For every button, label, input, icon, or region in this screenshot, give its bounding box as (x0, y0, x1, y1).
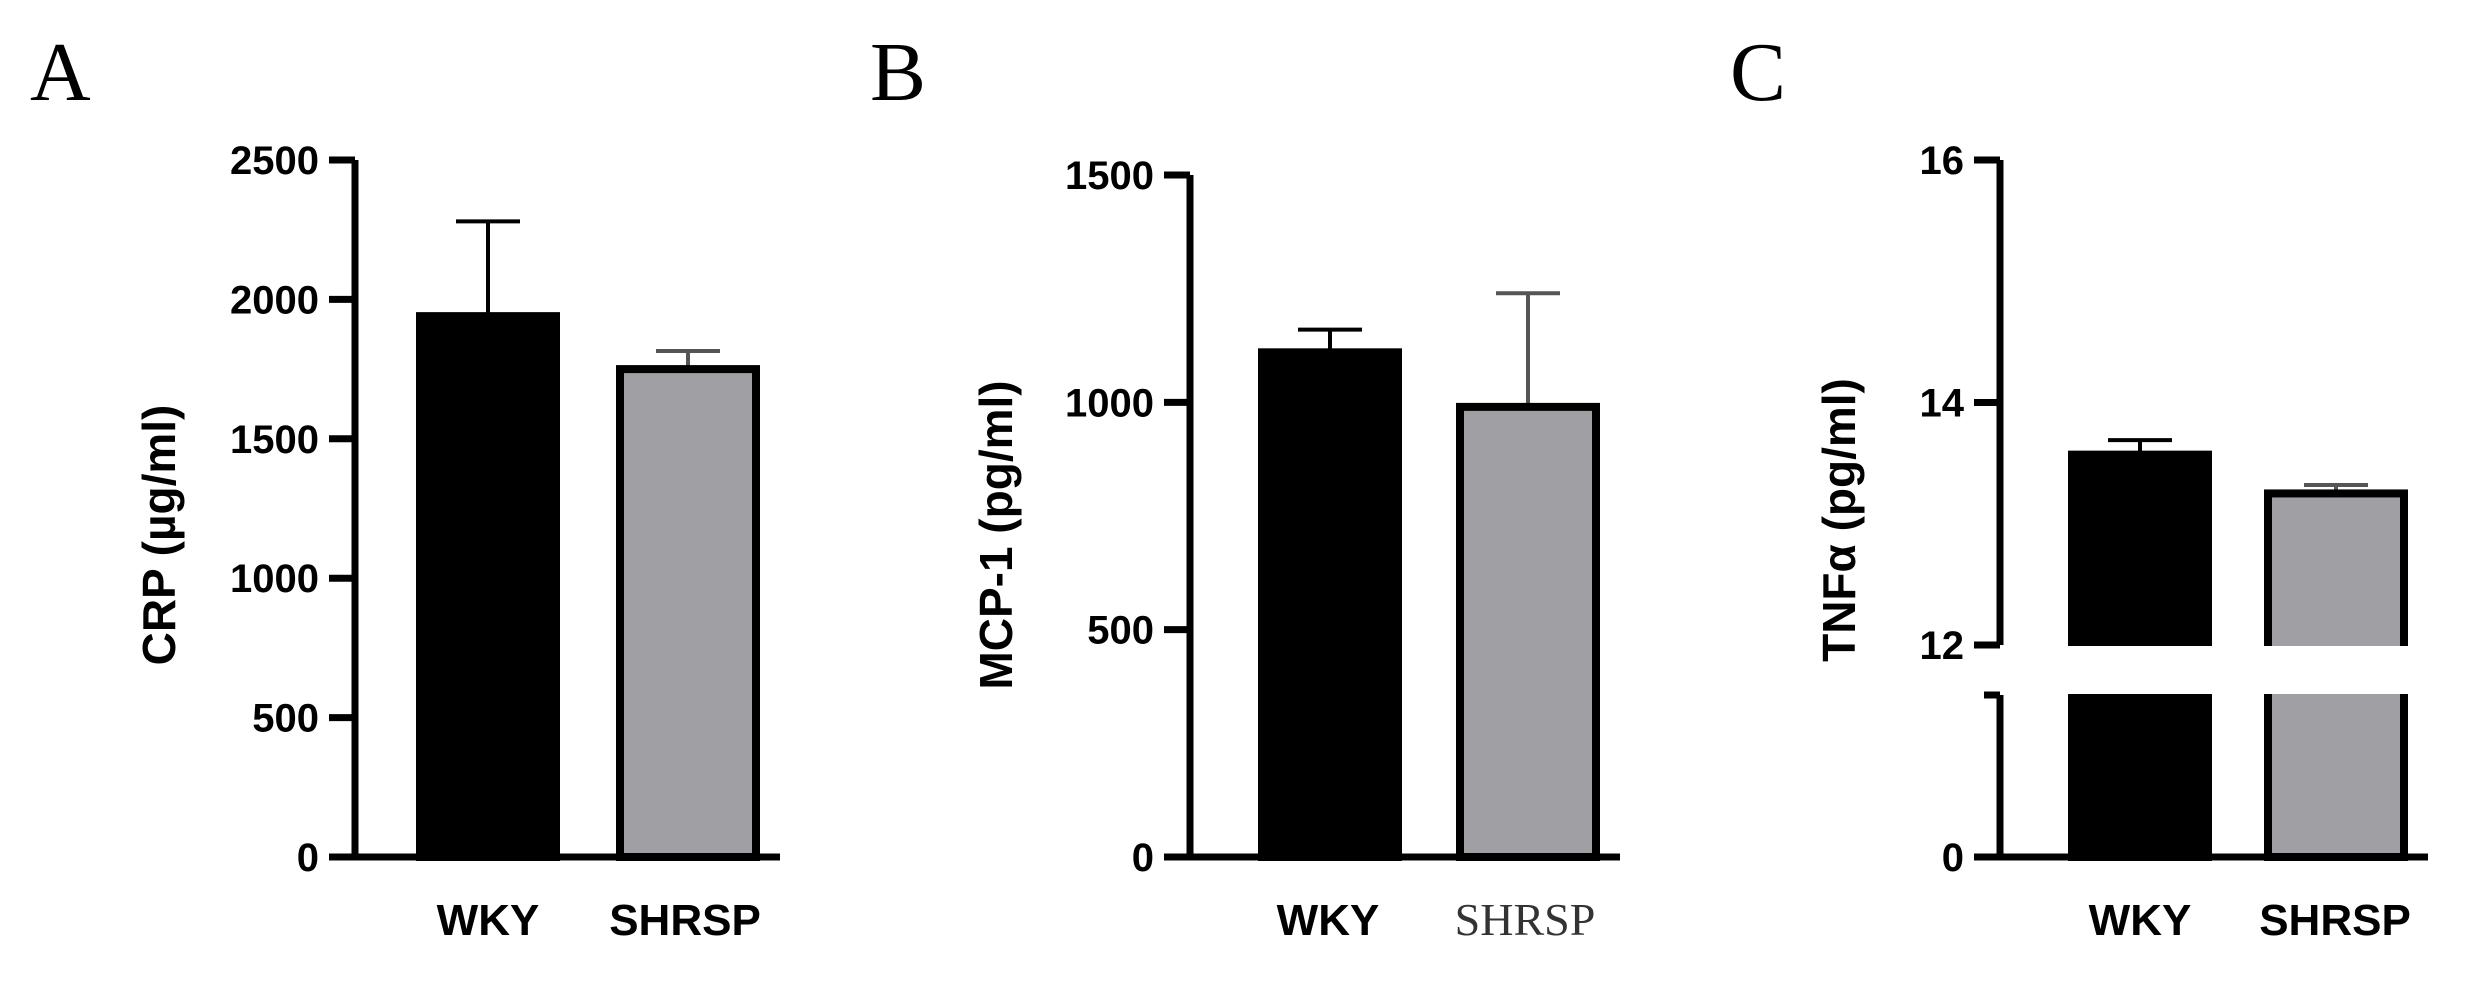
panel-c-ytick-label-3: 16 (1920, 139, 1965, 183)
panel-b-letter: B (870, 26, 926, 119)
panel-a-ytick-label-5: 2500 (230, 139, 319, 183)
panel-c-ylabel: TNFα (pg/ml) (1813, 378, 1865, 662)
panel-c: C TNFα (pg/ml) 0 12 14 16 WKY SHRSP (1730, 26, 2484, 945)
panel-a-letter: A (30, 26, 91, 119)
panel-a-xlabel-wky: WKY (437, 896, 540, 945)
panel-b-bar-0 (1258, 348, 1402, 861)
panel-b-ytick-label-3: 1500 (1065, 154, 1154, 198)
panel-b-bar-1 (1456, 402, 1600, 861)
panel-b-ytick-label-0: 0 (1132, 836, 1154, 880)
panel-c-ytick-label-2: 14 (1920, 382, 1965, 426)
panel-c-ytick-label-1: 12 (1920, 624, 1965, 668)
panel-a-ytick-label-4: 2000 (230, 278, 319, 322)
panel-a-bar-1 (616, 365, 760, 861)
panel-c-letter: C (1730, 26, 1786, 119)
panel-c-axis-break-gap (2004, 646, 2484, 694)
panel-a-ytick-label-3: 1500 (230, 418, 319, 462)
panel-b-ytick-label-1: 500 (1087, 609, 1154, 653)
panel-b-plot: 0 500 1000 1500 (1065, 154, 1620, 880)
panel-a-plot: 0 500 1000 1500 2000 2500 (230, 139, 780, 880)
panel-a-ytick-label-2: 1000 (230, 557, 319, 601)
panel-c-plot: 0 12 14 16 (1920, 139, 2484, 880)
panel-a-ytick-label-0: 0 (297, 836, 319, 880)
panel-b-ylabel: MCP-1 (pg/ml) (970, 380, 1022, 689)
panel-c-xlabel-wky: WKY (2089, 896, 2192, 945)
panel-a-ytick-label-1: 500 (252, 697, 319, 741)
panel-c-xlabel-shrsp: SHRSP (2259, 896, 2411, 945)
panel-a-xlabel-shrsp: SHRSP (609, 896, 761, 945)
panel-b-xlabel-shrsp: SHRSP (1455, 894, 1596, 945)
panel-a-bar-0 (416, 312, 560, 861)
panel-b-xlabel-wky: WKY (1277, 896, 1380, 945)
panel-b: B MCP-1 (pg/ml) 0 500 1000 1500 WKY SHRSP (870, 26, 1620, 945)
panel-b-ytick-label-2: 1000 (1065, 381, 1154, 425)
panel-a-ylabel: CRP (µg/ml) (133, 405, 185, 666)
panel-a: A CRP (µg/ml) 0 500 1000 1500 2000 2500 WKY S… (30, 26, 780, 945)
panel-c-ytick-label-0: 0 (1942, 836, 1964, 880)
